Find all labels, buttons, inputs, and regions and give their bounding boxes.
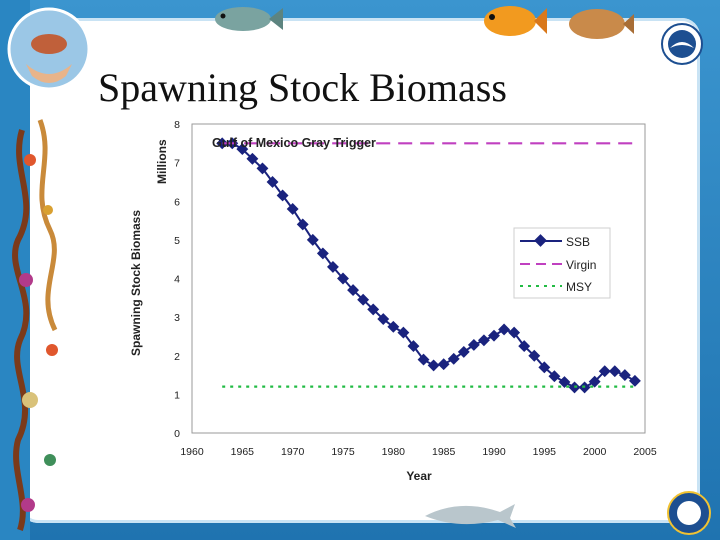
- x-tick-label: 2000: [583, 446, 607, 458]
- data-point-ssb: [528, 349, 541, 362]
- coral-border-decoration: [0, 0, 58, 540]
- y-tick-label: 1: [174, 389, 180, 401]
- data-point-ssb: [518, 340, 531, 353]
- data-point-ssb: [488, 329, 500, 342]
- flounder-icon: [569, 9, 634, 39]
- data-point-ssb: [427, 359, 440, 372]
- orange-fish-icon: [484, 6, 547, 36]
- striped-fish-icon: [215, 7, 283, 31]
- slide-title: Spawning Stock Biomass: [98, 65, 507, 110]
- data-point-ssb: [457, 345, 470, 358]
- y-tick-label: 4: [174, 274, 180, 286]
- data-point-ssb: [437, 358, 450, 371]
- data-point-ssb: [558, 376, 571, 388]
- dolphin-icon: [425, 504, 516, 528]
- data-point-ssb: [367, 303, 380, 316]
- x-tick-label: 1965: [231, 446, 255, 458]
- data-point-ssb: [407, 340, 420, 353]
- data-point-ssb: [598, 365, 611, 378]
- x-tick-label: 1975: [331, 446, 355, 458]
- x-tick-label: 1990: [482, 446, 506, 458]
- y-tick-label: 8: [174, 119, 180, 131]
- data-point-ssb: [236, 143, 249, 156]
- x-tick-label: 1980: [382, 446, 406, 458]
- data-point-ssb: [316, 247, 329, 260]
- data-point-ssb: [246, 152, 259, 165]
- data-point-ssb: [477, 334, 490, 347]
- noaa-logo: [661, 23, 703, 65]
- data-point-ssb: [347, 284, 360, 297]
- x-tick-label: 2005: [633, 446, 657, 458]
- data-point-ssb: [357, 293, 370, 306]
- commerce-seal: [667, 491, 711, 535]
- legend: SSB Virgin MSY: [513, 227, 611, 299]
- data-point-ssb: [387, 320, 400, 333]
- data-point-ssb: [417, 353, 430, 366]
- y-unit-label: Millions: [155, 139, 169, 184]
- y-axis-label: Spawning Stock Biomass: [129, 210, 143, 356]
- y-tick-label: 2: [174, 351, 180, 363]
- data-point-ssb: [548, 370, 561, 383]
- data-point-ssb: [397, 326, 410, 339]
- y-tick-label: 3: [174, 312, 180, 324]
- x-axis-label: Year: [406, 469, 432, 483]
- x-tick-label: 1995: [533, 446, 557, 458]
- x-tick-label: 1970: [281, 446, 305, 458]
- x-axis-ticks: 1960 1965 1970 1975 1980 1985 1990 1995 2000 2005: [180, 446, 657, 458]
- data-point-ssb: [467, 338, 480, 351]
- y-axis-ticks: 0 1 2 3 4 5 6 7 8: [174, 119, 180, 440]
- data-point-ssb: [628, 374, 641, 387]
- chart-title: Gulf of Mexico Gray Trigger: [212, 136, 376, 150]
- data-point-ssb: [447, 352, 460, 365]
- data-point-ssb: [618, 369, 631, 382]
- x-tick-label: 1985: [432, 446, 456, 458]
- data-point-ssb: [326, 260, 339, 273]
- y-tick-label: 5: [174, 235, 180, 247]
- data-point-ssb: [337, 272, 349, 285]
- x-tick-label: 1960: [180, 446, 204, 458]
- data-point-ssb: [498, 323, 511, 336]
- legend-label-ssb: SSB: [566, 235, 590, 249]
- data-point-ssb: [608, 365, 621, 378]
- y-tick-label: 7: [174, 158, 180, 170]
- legend-label-virgin: Virgin: [566, 258, 596, 272]
- data-point-ssb: [588, 375, 601, 388]
- y-tick-label: 6: [174, 196, 180, 208]
- data-point-ssb: [377, 313, 390, 325]
- legend-label-msy: MSY: [566, 280, 592, 294]
- hands-holding-fish-logo: [7, 7, 91, 91]
- series-layer: [216, 137, 641, 394]
- y-tick-label: 0: [174, 428, 180, 440]
